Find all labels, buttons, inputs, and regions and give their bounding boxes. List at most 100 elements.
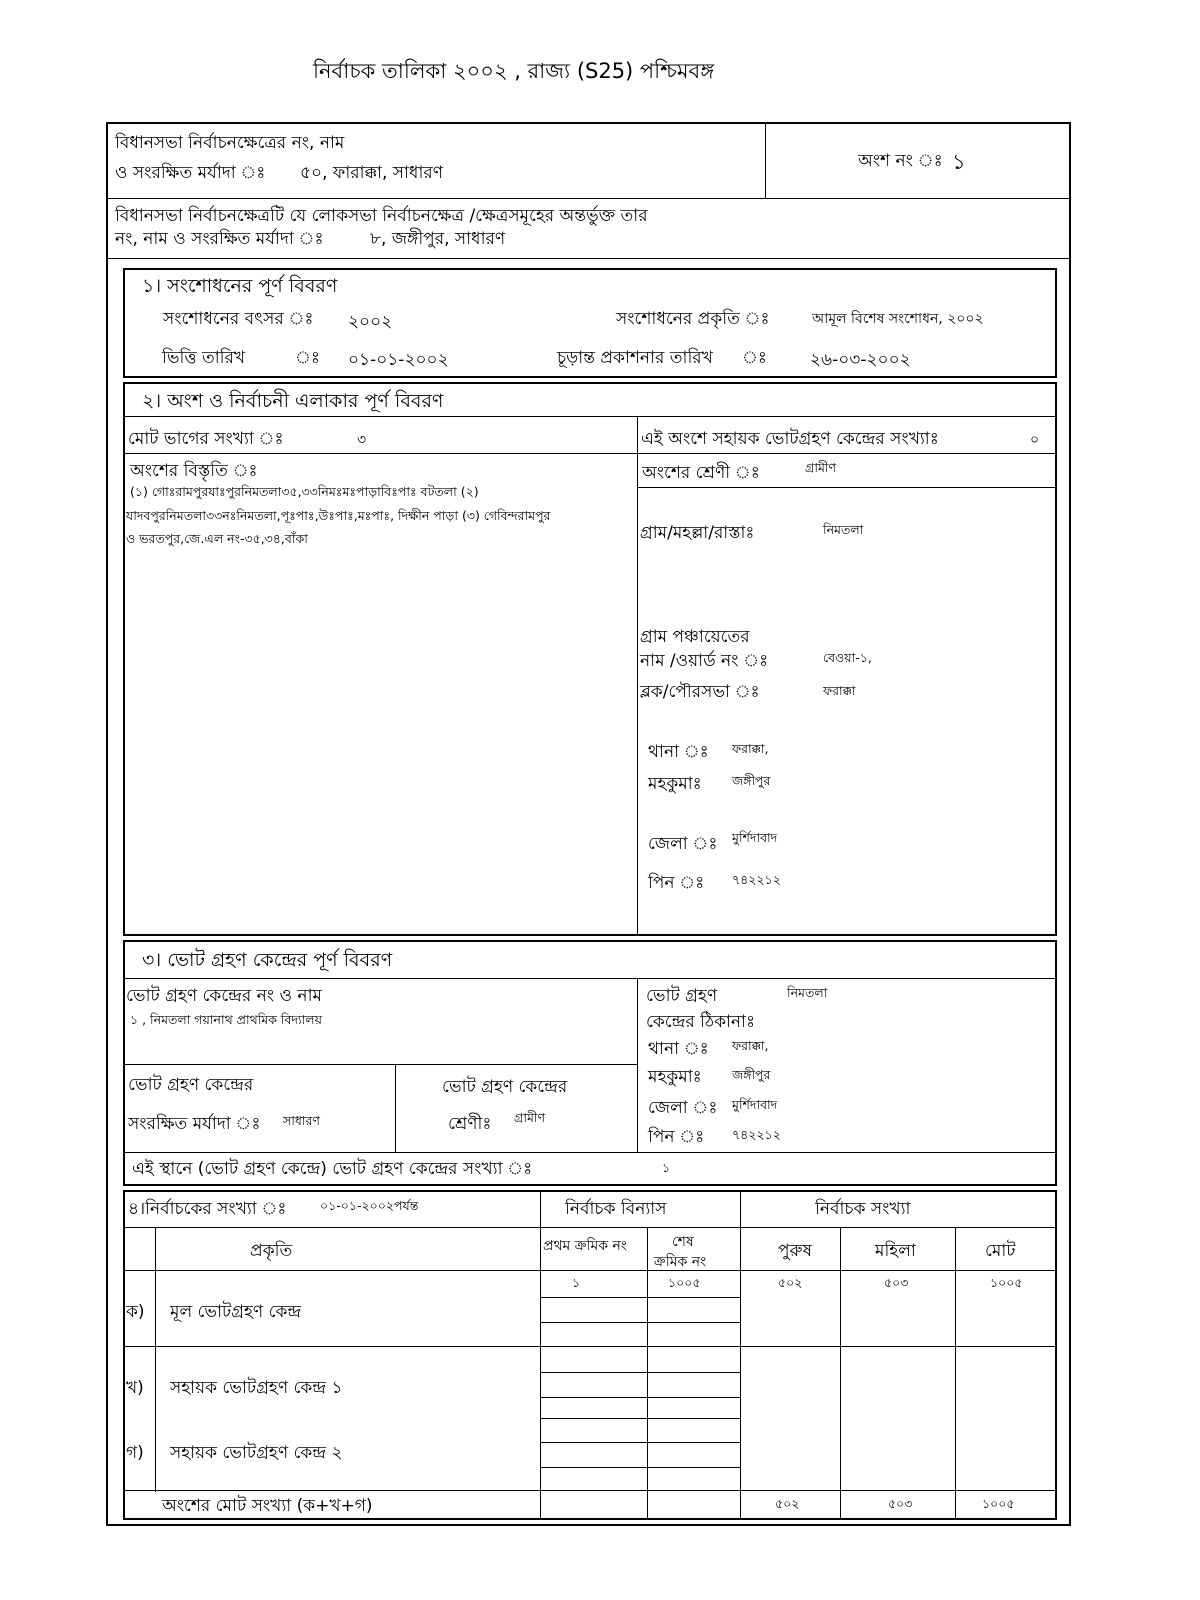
sections-value: ৩ (357, 432, 367, 448)
subdivision-label: মহকুমাঃ (648, 774, 702, 794)
extent-line: ও ভরতপুর,জে.এল নং-৩৫,৩৪,বাঁকা (126, 531, 308, 546)
thana-label: থানা ঃ (648, 1039, 709, 1059)
pin-label: পিন ঃ (648, 873, 705, 893)
col-last-serial: ক্রমিক নং (654, 1254, 707, 1270)
subdivision-label: মহকুমাঃ (648, 1067, 702, 1087)
aux-stations-label: এই অংশে সহায়ক ভোটগ্রহণ কেন্দ্রের সংখ্যা… (641, 429, 939, 449)
electors-table (123, 1190, 1057, 1520)
thana-value: ফরাক্কা, (732, 1038, 769, 1053)
part-value: ১ (952, 150, 966, 174)
category-value: গ্রামীণ (805, 460, 837, 475)
aux-stations-value: ০ (1030, 432, 1040, 448)
extent-line: যাদবপুরনিমতলা৩৩নঃনিমতলা,পূঃপাঃ,উঃপাঃ,মঃপ… (126, 508, 551, 523)
block-label: ব্লক/পৌরসভা ঃ (640, 682, 760, 702)
district-value: মুর্শিদাবাদ (732, 1097, 778, 1112)
total-count: ১০০৫ (990, 1275, 1023, 1290)
row-label: সহায়ক ভোটগ্রহণ কেন্দ্র ২ (170, 1443, 343, 1463)
polling-station-label: ভোট গ্রহণ কেন্দ্রের নং ও নাম (126, 986, 322, 1006)
section-1 (123, 268, 1057, 378)
colon: ঃ (295, 348, 320, 368)
block-value: ফরাক্কা (823, 683, 856, 698)
page-title: নির্বাচক তালিকা ২০০২ , রাজ্য (S25) পশ্চি… (313, 59, 715, 83)
total-total: ১০০৫ (982, 1496, 1015, 1511)
address-label: কেন্দ্রের ঠিকানাঃ (646, 1012, 756, 1032)
section-1-heading: ১। সংশোধনের পূর্ণ বিবরণ (142, 275, 338, 297)
reservation-value: সাধারণ (283, 1113, 320, 1128)
part-label: অংশ নং ঃ (858, 151, 943, 171)
category-label: অংশের শ্রেণী ঃ (642, 463, 760, 483)
ps-category-value: গ্রামীণ (514, 1110, 546, 1125)
pc-label: বিধানসভা নির্বাচনক্ষেত্রটি যে লোকসভা নির… (115, 206, 648, 226)
section-3-heading: ৩। ভোট গ্রহণ কেন্দ্রের পূর্ণ বিবরণ (142, 949, 393, 971)
village-value: নিমতলা (823, 522, 864, 537)
total-female: ৫০৩ (888, 1496, 913, 1511)
col-last-serial: শেষ (672, 1234, 694, 1250)
district-label: জেলা ঃ (648, 1098, 718, 1118)
pin-value: ৭৪২২১২ (732, 1127, 781, 1142)
sections-label: মোট ভাগের সংখ্যা ঃ (128, 429, 284, 449)
col-female: মহিলা (875, 1241, 916, 1261)
total-male: ৫০২ (775, 1496, 800, 1511)
section-4-heading: ৪।নির্বাচকের সংখ্যা ঃ (128, 1199, 287, 1219)
divider (765, 122, 766, 198)
final-publication-value: ২৬-০৩-২০০২ (810, 350, 911, 370)
gp-label: নাম /ওয়ার্ড নং ঃ (640, 651, 769, 671)
divider (106, 258, 1071, 259)
village-label: গ্রাম/মহল্লা/রাস্তাঃ (640, 523, 755, 543)
col-first-serial: প্রথম ক্রমিক নং (543, 1238, 627, 1254)
first-serial: ১ (572, 1275, 581, 1290)
ac-label: ও সংরক্ষিত মর্যাদা ঃ (115, 163, 266, 183)
address-label: ভোট গ্রহণ (646, 986, 718, 1006)
section-2-heading: ২। অংশ ও নির্বাচনী এলাকার পূর্ণ বিবরণ (142, 390, 444, 412)
male-count: ৫০২ (778, 1275, 803, 1290)
col-total: মোট (985, 1241, 1016, 1261)
polling-station-value: ১ , নিমতলা গয়ানাথ প্রাথমিক বিদ্যালয় (130, 1012, 322, 1027)
revision-year-label: সংশোধনের বৎসর ঃ (163, 309, 314, 329)
row-mark: খ) (126, 1378, 144, 1398)
extent-label: অংশের বিস্তৃতি ঃ (130, 461, 258, 481)
row-label: মূল ভোটগ্রহণ কেন্দ্র (170, 1302, 302, 1322)
revision-year-value: ২০০২ (348, 312, 393, 332)
pin-label: পিন ঃ (648, 1127, 705, 1147)
as-of-date: ০১-০১-২০০২পর্যন্ত (320, 1198, 419, 1213)
divider (106, 198, 1071, 199)
row-mark: ক) (126, 1302, 145, 1322)
section-2 (123, 382, 1057, 936)
station-count-label: এই স্থানে (ভোট গ্রহণ কেন্দ্রে) ভোট গ্রহণ… (132, 1159, 533, 1179)
subdivision-value: জঙ্গীপুর (732, 773, 771, 788)
pin-value: ৭৪২২১২ (732, 872, 781, 887)
gp-label: গ্রাম পঞ্চায়েতের (640, 627, 750, 647)
ps-category-label: শ্রেণীঃ (448, 1114, 492, 1134)
pc-label: নং, নাম ও সংরক্ষিত মর্যাদা ঃ (115, 229, 324, 249)
base-date-value: ০১-০১-২০০২ (348, 350, 449, 370)
reservation-label: সংরক্ষিত মর্যাদা ঃ (128, 1114, 261, 1134)
address-value: নিমতলা (787, 985, 828, 1000)
revision-nature-value: আমূল বিশেষ সংশোধন, ২০০২ (812, 311, 984, 327)
female-count: ৫০৩ (884, 1275, 909, 1290)
section-3 (123, 940, 1057, 1186)
ps-category-label: ভোট গ্রহণ কেন্দ্রের (442, 1077, 568, 1097)
gp-value: বেওয়া-১, (823, 650, 872, 665)
thana-label: থানা ঃ (648, 742, 709, 762)
extent-line: (১) গোঃরামপুরযাঃপুরনিমতলা৩৫,৩৩নিমঃমঃপাড়… (130, 484, 479, 499)
colon: ঃ (742, 348, 767, 368)
ac-label: বিধানসভা নির্বাচনক্ষেত্রের নং, নাম (115, 133, 345, 153)
total-label: অংশের মোট সংখ্যা (ক+খ+গ) (162, 1496, 373, 1516)
final-publication-label: চূড়ান্ত প্রকাশনার তারিখ (557, 348, 713, 368)
outer-frame (106, 122, 1071, 1526)
last-serial: ১০০৫ (668, 1275, 701, 1290)
pc-value: ৮, জঙ্গীপুর, সাধারণ (370, 229, 506, 249)
row-label: সহায়ক ভোটগ্রহণ কেন্দ্র ১ (170, 1378, 343, 1398)
district-value: মুর্শিদাবাদ (732, 830, 778, 845)
row-mark: গ) (126, 1443, 144, 1463)
reservation-label: ভোট গ্রহণ কেন্দ্রের (128, 1075, 254, 1095)
layout-header: নির্বাচক বিন্যাস (565, 1199, 667, 1219)
col-male: পুরুষ (778, 1241, 812, 1261)
thana-value: ফরাক্কা, (732, 741, 769, 756)
district-label: জেলা ঃ (648, 834, 718, 854)
count-header: নির্বাচক সংখ্যা (815, 1199, 911, 1219)
ac-value: ৫০, ফারাক্কা, সাধারণ (300, 163, 444, 183)
revision-nature-label: সংশোধনের প্রকৃতি ঃ (616, 309, 770, 329)
col-nature: প্রকৃতি (250, 1241, 293, 1261)
